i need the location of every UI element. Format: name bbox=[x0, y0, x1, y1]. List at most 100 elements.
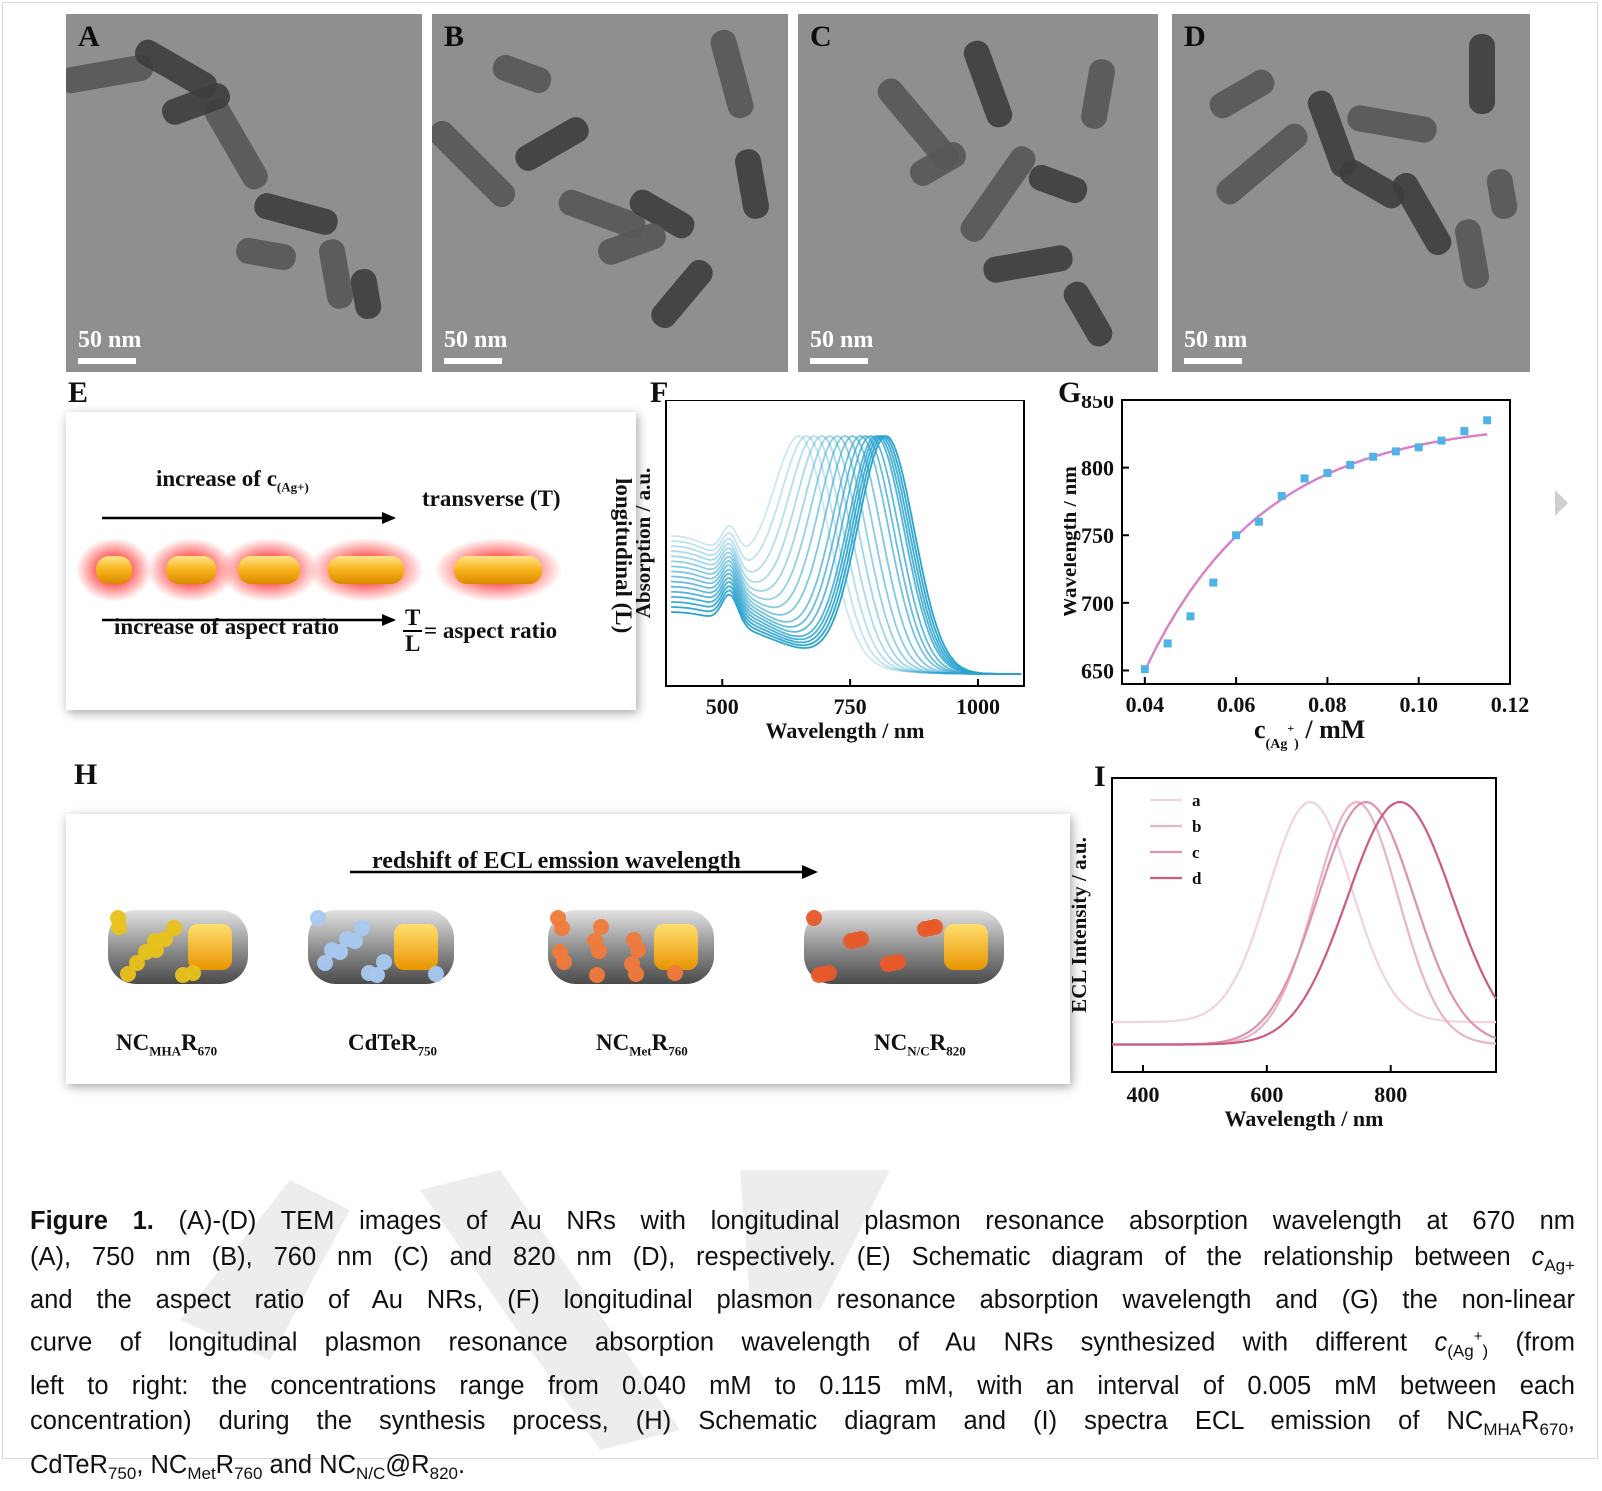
panel-letter-h: H bbox=[74, 758, 98, 791]
nanorod bbox=[1209, 69, 1275, 119]
scale-label: 50 nm bbox=[1184, 327, 1248, 353]
nanocluster-dot bbox=[339, 931, 355, 947]
caption-text: , NC bbox=[136, 1450, 188, 1479]
caption-text: CdTeR bbox=[30, 1450, 108, 1479]
top-arrow-label: increase of c(Ag+) bbox=[156, 466, 309, 495]
caption-text: @R bbox=[385, 1450, 430, 1479]
nanocluster-dot bbox=[667, 965, 683, 981]
nanorod bbox=[1028, 164, 1088, 204]
x-tick-label: 1000 bbox=[956, 694, 1000, 719]
nanocluster-dot bbox=[428, 966, 444, 982]
y-tick-label: 750 bbox=[1081, 523, 1114, 548]
nanorod bbox=[558, 189, 646, 239]
panel-letter-e: E bbox=[68, 376, 89, 409]
caption-text: c bbox=[1531, 1242, 1545, 1271]
caption-text: 760 bbox=[234, 1463, 263, 1483]
data-point bbox=[1437, 436, 1446, 445]
data-point bbox=[1483, 416, 1492, 425]
y-tick-label: 850 bbox=[1081, 396, 1114, 413]
nanorod bbox=[319, 239, 353, 309]
x-tick-label: 0.06 bbox=[1217, 692, 1256, 717]
nanorod bbox=[598, 223, 666, 265]
caption-text: (from bbox=[1488, 1328, 1576, 1357]
x-axis-label-part: c bbox=[1254, 715, 1266, 744]
absorption-chart: 500 750 1000 Wavelength / nm Absorption / a.… bbox=[636, 400, 1025, 743]
caption-text: MHA bbox=[1483, 1420, 1522, 1440]
longitudinal-label: longitudinal (L) bbox=[611, 478, 636, 634]
caption-line: curve of longitudinal plasmon resonance … bbox=[30, 1319, 1575, 1369]
caption-line: and the aspect ratio of Au NRs, (F) long… bbox=[30, 1283, 1575, 1319]
caption-line: (A), 750 nm (B), 760 nm (C) and 820 nm (… bbox=[30, 1240, 1575, 1284]
tem-panel-b: B 50 nm bbox=[432, 14, 788, 372]
panel-letter-i: I bbox=[1094, 760, 1106, 793]
plot-frame bbox=[1121, 399, 1511, 685]
nanorod bbox=[515, 117, 589, 171]
label-nc-met: NCMetR760 bbox=[596, 1030, 688, 1059]
data-point bbox=[1346, 460, 1355, 469]
aspect-ratio-diagram bbox=[76, 512, 562, 626]
nanorod bbox=[735, 149, 769, 219]
nanorod bbox=[1392, 172, 1452, 256]
next-arrow-icon[interactable] bbox=[1555, 490, 1568, 516]
x-axis-label-part: (Ag bbox=[1266, 737, 1288, 752]
caption-text: R bbox=[215, 1450, 235, 1479]
nanorod bbox=[1339, 159, 1405, 209]
tem-panel-c: C 50 nm bbox=[798, 14, 1158, 372]
nanocluster-dot bbox=[354, 920, 370, 936]
nanocluster-dot bbox=[806, 910, 822, 926]
data-point bbox=[1414, 443, 1423, 452]
caption-text: . bbox=[457, 1450, 466, 1479]
panel-letter-f: F bbox=[650, 376, 669, 409]
x-tick-label: 600 bbox=[1250, 1082, 1283, 1107]
nanorod bbox=[651, 259, 713, 329]
nanocluster-dot bbox=[853, 931, 869, 947]
nanocluster-dot bbox=[556, 954, 572, 970]
x-tick-label: 0.12 bbox=[1491, 692, 1530, 717]
caption-line: concentration) during the synthesis proc… bbox=[30, 1404, 1575, 1448]
ecl-schematic: redshift of ECL emssion wavelength NCMHA… bbox=[66, 814, 1070, 1084]
wavelength-vs-concentration-chart: 0.04 0.06 0.08 0.10 0.12 650 700 750 800 850 Wavel… bbox=[1064, 396, 1530, 752]
figure-caption: Figure 1. (A)-(D) TEM images of Au NRs w… bbox=[30, 1204, 1575, 1491]
bottom-arrow-label: increase of aspect ratio bbox=[114, 614, 340, 639]
x-tick-label: 500 bbox=[706, 694, 739, 719]
x-tick-label: 750 bbox=[834, 694, 867, 719]
caption-text: 820 bbox=[429, 1463, 458, 1483]
nanorod bbox=[1455, 219, 1489, 289]
nanorod bbox=[66, 54, 154, 94]
nanorod bbox=[134, 39, 218, 99]
nanocluster-dot bbox=[593, 919, 609, 935]
x-axis-label: Wavelength / nm bbox=[766, 718, 925, 743]
caption-text: + bbox=[1473, 1327, 1483, 1345]
scale-label: 50 nm bbox=[78, 327, 142, 353]
aspect-ratio-fraction: T L bbox=[403, 606, 423, 656]
nanocluster-dot bbox=[324, 942, 340, 958]
caption-text: left to right: the concentrations range … bbox=[30, 1371, 1575, 1400]
nanorod bbox=[1063, 281, 1113, 347]
caption-line: left to right: the concentrations range … bbox=[30, 1369, 1575, 1405]
redshift-arrow-label: redshift of ECL emssion wavelength bbox=[372, 848, 741, 874]
aspect-ratio-schematic: increase of c(Ag+) transverse (T) longit… bbox=[66, 412, 636, 710]
caption-text: (A)-(D) TEM images of Au NRs with longit… bbox=[153, 1207, 1575, 1235]
caption-text: , bbox=[1567, 1407, 1575, 1436]
x-tick-label: 400 bbox=[1126, 1082, 1159, 1107]
data-point bbox=[1209, 578, 1218, 587]
nanocluster-dot bbox=[589, 967, 605, 983]
y-tick-label: 700 bbox=[1081, 591, 1114, 616]
nanocluster-dot bbox=[317, 955, 333, 971]
nanocluster-dot bbox=[890, 954, 906, 970]
nanocluster-dot bbox=[166, 920, 182, 936]
absorption-series-line bbox=[671, 435, 1022, 675]
nanocluster-dot bbox=[185, 965, 201, 981]
x-axis-label-part: / mM bbox=[1299, 715, 1365, 744]
ecl-series-line bbox=[1112, 800, 1497, 1046]
caption-text: 750 bbox=[107, 1463, 137, 1483]
data-point bbox=[1163, 639, 1172, 648]
ecl-series-line bbox=[1112, 800, 1496, 1024]
scale-label: 50 nm bbox=[810, 327, 874, 353]
legend-label: b bbox=[1192, 817, 1201, 836]
nanocluster-dot bbox=[821, 965, 837, 981]
tem-panel-a: A 50 nm bbox=[66, 14, 422, 372]
nanorod-illustrations bbox=[108, 865, 1004, 984]
nanocluster-dot bbox=[111, 919, 127, 935]
x-tick-label: 0.08 bbox=[1308, 692, 1347, 717]
